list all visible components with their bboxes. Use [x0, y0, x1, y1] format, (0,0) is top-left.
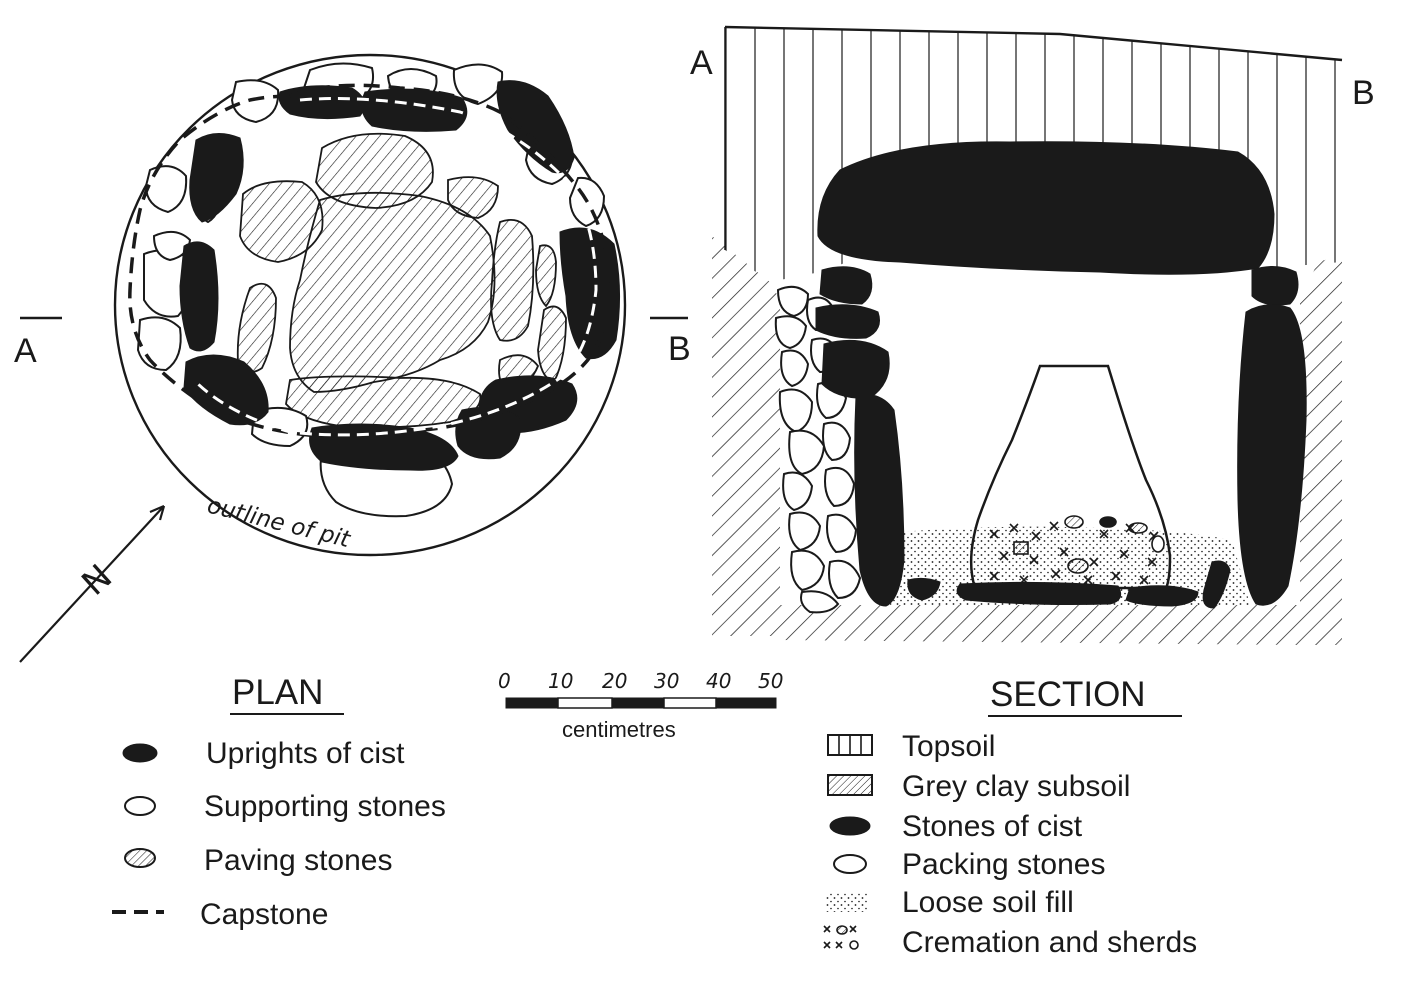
paving-stones — [236, 132, 567, 429]
scale-tick-30: 30 — [654, 669, 679, 693]
solid-oval-icon — [829, 816, 871, 836]
north-arrow: N — [19, 504, 166, 663]
plan-legend-label-4: Capstone — [200, 898, 328, 931]
section-legend-label-6: Cremation and sherds — [902, 926, 1197, 959]
plan-legend-label-3: Paving stones — [204, 844, 392, 877]
plan-title: PLAN — [232, 673, 323, 712]
capstone-outline — [128, 83, 610, 438]
subsoil-right — [1300, 255, 1342, 645]
vertical-lines-icon — [827, 734, 873, 756]
ground-surface-line — [724, 25, 1343, 62]
cremation-urn — [969, 364, 1172, 590]
pit-label: outline of pit — [205, 493, 354, 554]
packing-stones — [774, 285, 862, 614]
section-drawing: A B — [690, 25, 1375, 645]
scale-tick-0: 0 — [498, 669, 511, 693]
section-mark-right: B — [668, 330, 691, 368]
stipple-icon — [826, 892, 868, 912]
plan-drawing: A B N outline of pit — [14, 53, 691, 663]
scale-bar: 0 10 20 30 40 50 centimetres — [498, 669, 783, 742]
section-legend: SECTION Topsoil Grey clay subsoil Stones… — [823, 675, 1197, 959]
plan-legend-label-2: Supporting stones — [204, 790, 446, 823]
section-legend-label-2: Grey clay subsoil — [902, 770, 1130, 803]
hatched-oval-icon — [124, 848, 156, 868]
scale-tick-10: 10 — [548, 669, 573, 693]
scale-tick-50: 50 — [758, 669, 783, 693]
section-label-left: A — [690, 44, 713, 82]
section-label-right: B — [1352, 74, 1375, 112]
pit-outline — [113, 53, 627, 557]
outline-oval-icon — [833, 854, 867, 874]
scale-unit: centimetres — [562, 717, 676, 742]
capstone-block — [817, 141, 1275, 275]
outline-oval-icon — [124, 796, 156, 816]
section-legend-label-4: Packing stones — [902, 848, 1105, 881]
section-mark-left: A — [14, 332, 37, 370]
section-legend-label-1: Topsoil — [902, 730, 995, 763]
scale-tick-20: 20 — [602, 669, 627, 693]
solid-oval-icon — [122, 743, 158, 763]
subsoil-left — [712, 236, 780, 636]
subsoil-base — [780, 605, 1300, 645]
section-legend-label-5: Loose soil fill — [902, 886, 1074, 919]
cross-marks-icon — [823, 925, 859, 950]
cremation-and-sherds — [989, 515, 1165, 585]
diagonal-hatch-icon — [827, 774, 873, 796]
plan-legend-label-1: Uprights of cist — [206, 737, 405, 770]
plan-legend: PLAN Uprights of cist Supporting stones … — [112, 673, 446, 931]
scale-tick-40: 40 — [706, 669, 731, 693]
upright-joint-line — [196, 97, 598, 437]
section-legend-label-3: Stones of cist — [902, 810, 1083, 843]
section-title: SECTION — [990, 675, 1146, 714]
